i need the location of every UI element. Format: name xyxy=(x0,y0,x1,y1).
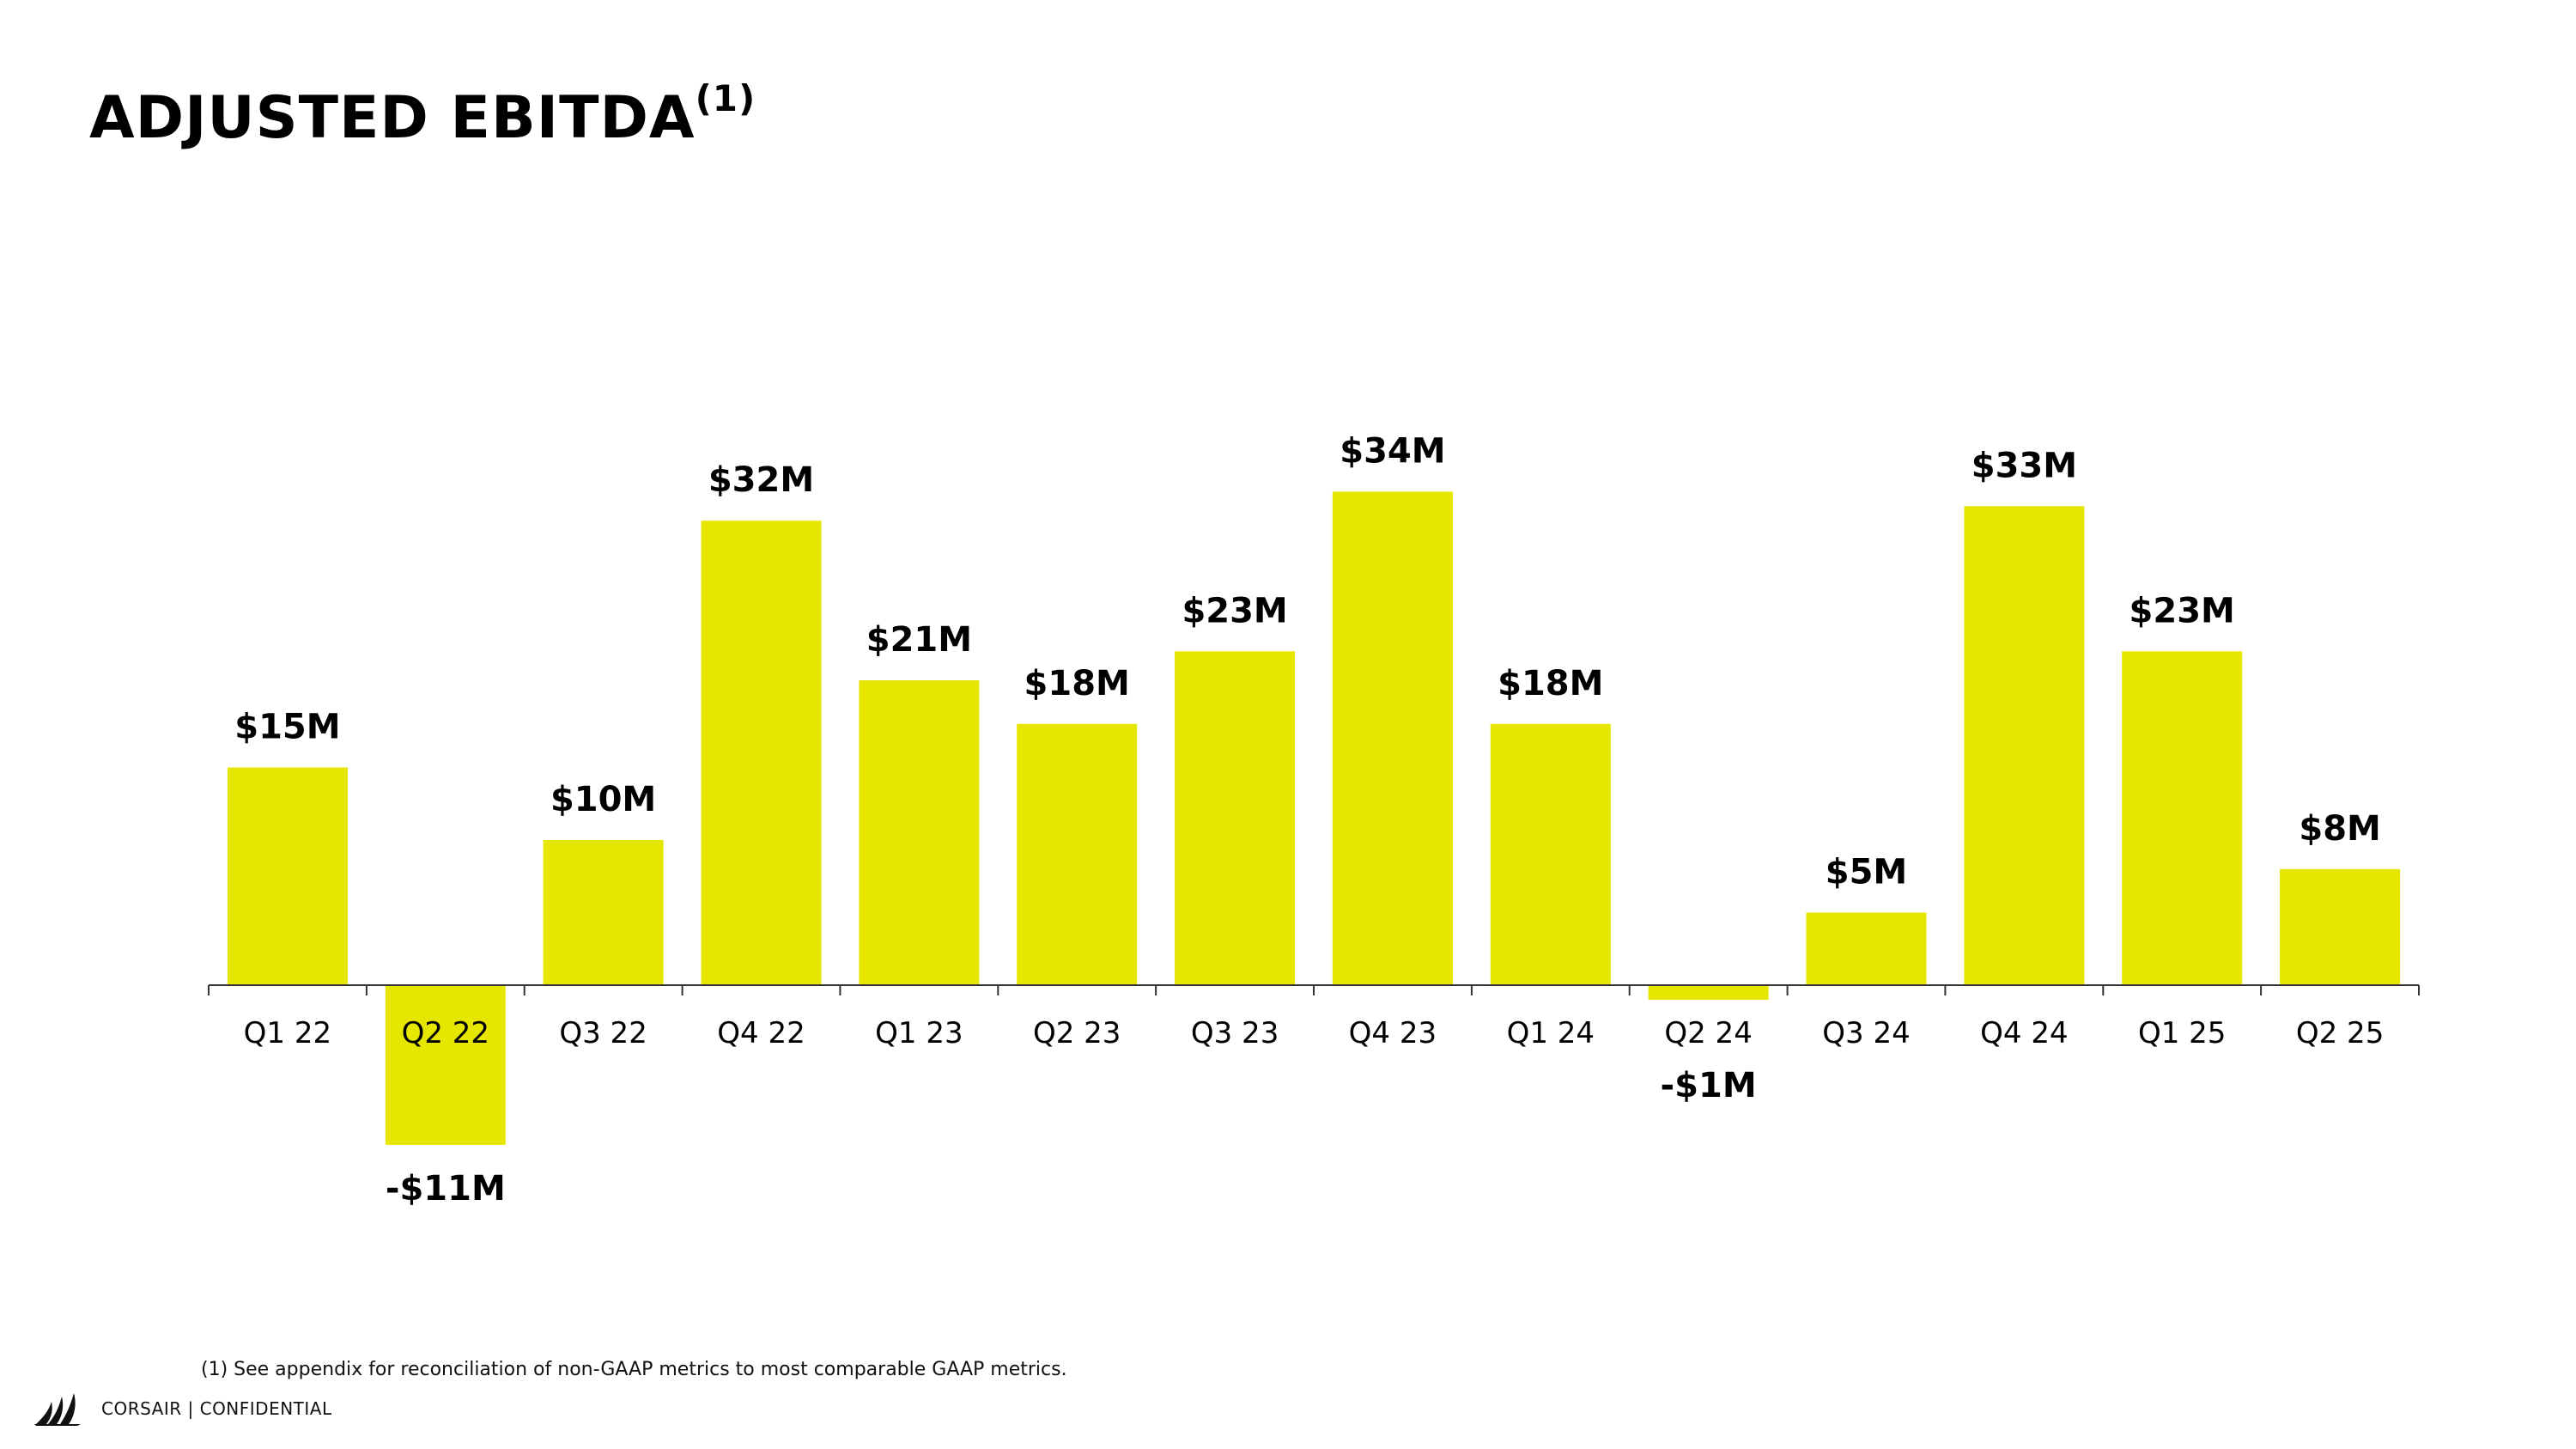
page-title-text: ADJUSTED EBITDA xyxy=(89,84,696,152)
corsair-sails-logo-icon xyxy=(34,1393,81,1426)
data-label: $18M xyxy=(1498,664,1603,703)
x-tick-label: Q2 24 xyxy=(1664,1016,1752,1050)
data-label: $33M xyxy=(1971,446,2077,485)
data-label: $23M xyxy=(2129,591,2235,630)
x-tick-label: Q2 22 xyxy=(402,1016,489,1050)
title-footnote-marker: (1) xyxy=(695,77,756,119)
x-tick-label: Q1 23 xyxy=(875,1016,963,1050)
data-label: $18M xyxy=(1024,664,1130,703)
bar-q2-22 xyxy=(385,985,506,1145)
x-tick-label: Q1 22 xyxy=(244,1016,331,1050)
data-label: -$1M xyxy=(1661,1066,1757,1105)
x-tick-label: Q3 23 xyxy=(1191,1016,1279,1050)
data-label: -$11M xyxy=(386,1169,506,1209)
data-label: $10M xyxy=(550,780,656,819)
footer-text: CORSAIR | CONFIDENTIAL xyxy=(101,1398,332,1419)
bar-q3-22 xyxy=(543,840,664,985)
x-tick-label: Q4 24 xyxy=(1980,1016,2068,1050)
bar-q2-24 xyxy=(1648,985,1769,1000)
bar-q3-24 xyxy=(1806,912,1927,985)
bar-q1-23 xyxy=(859,680,980,985)
bar-q2-25 xyxy=(2280,868,2401,985)
x-tick-label: Q3 22 xyxy=(559,1016,647,1050)
x-tick-label: Q3 24 xyxy=(1822,1016,1910,1050)
x-tick-label: Q4 22 xyxy=(717,1016,805,1050)
bar-q4-22 xyxy=(701,521,822,985)
data-label: $21M xyxy=(866,620,972,660)
footnote: (1) See appendix for reconciliation of n… xyxy=(201,1359,1067,1380)
bar-q4-24 xyxy=(1964,506,2085,985)
x-tick-label: Q1 24 xyxy=(1507,1016,1595,1050)
data-label: $23M xyxy=(1182,591,1287,630)
data-label: $34M xyxy=(1340,431,1445,471)
bar-q4-23 xyxy=(1332,491,1453,985)
bar-q1-24 xyxy=(1490,723,1611,985)
data-label: $8M xyxy=(2299,809,2380,849)
data-label: $15M xyxy=(234,708,340,747)
footer: CORSAIR | CONFIDENTIAL xyxy=(34,1391,332,1426)
x-tick-label: Q4 23 xyxy=(1349,1016,1437,1050)
bar-q3-23 xyxy=(1175,651,1296,985)
x-tick-label: Q1 25 xyxy=(2138,1016,2226,1050)
bar-q2-23 xyxy=(1017,723,1138,985)
bar-q1-25 xyxy=(2122,651,2243,985)
x-tick-label: Q2 25 xyxy=(2296,1016,2384,1050)
page-title: ADJUSTED EBITDA(1) xyxy=(89,81,756,148)
x-tick-label: Q2 23 xyxy=(1033,1016,1121,1050)
data-label: $5M xyxy=(1826,853,1907,892)
bar-q1-22 xyxy=(227,767,348,985)
data-label: $32M xyxy=(708,460,814,500)
